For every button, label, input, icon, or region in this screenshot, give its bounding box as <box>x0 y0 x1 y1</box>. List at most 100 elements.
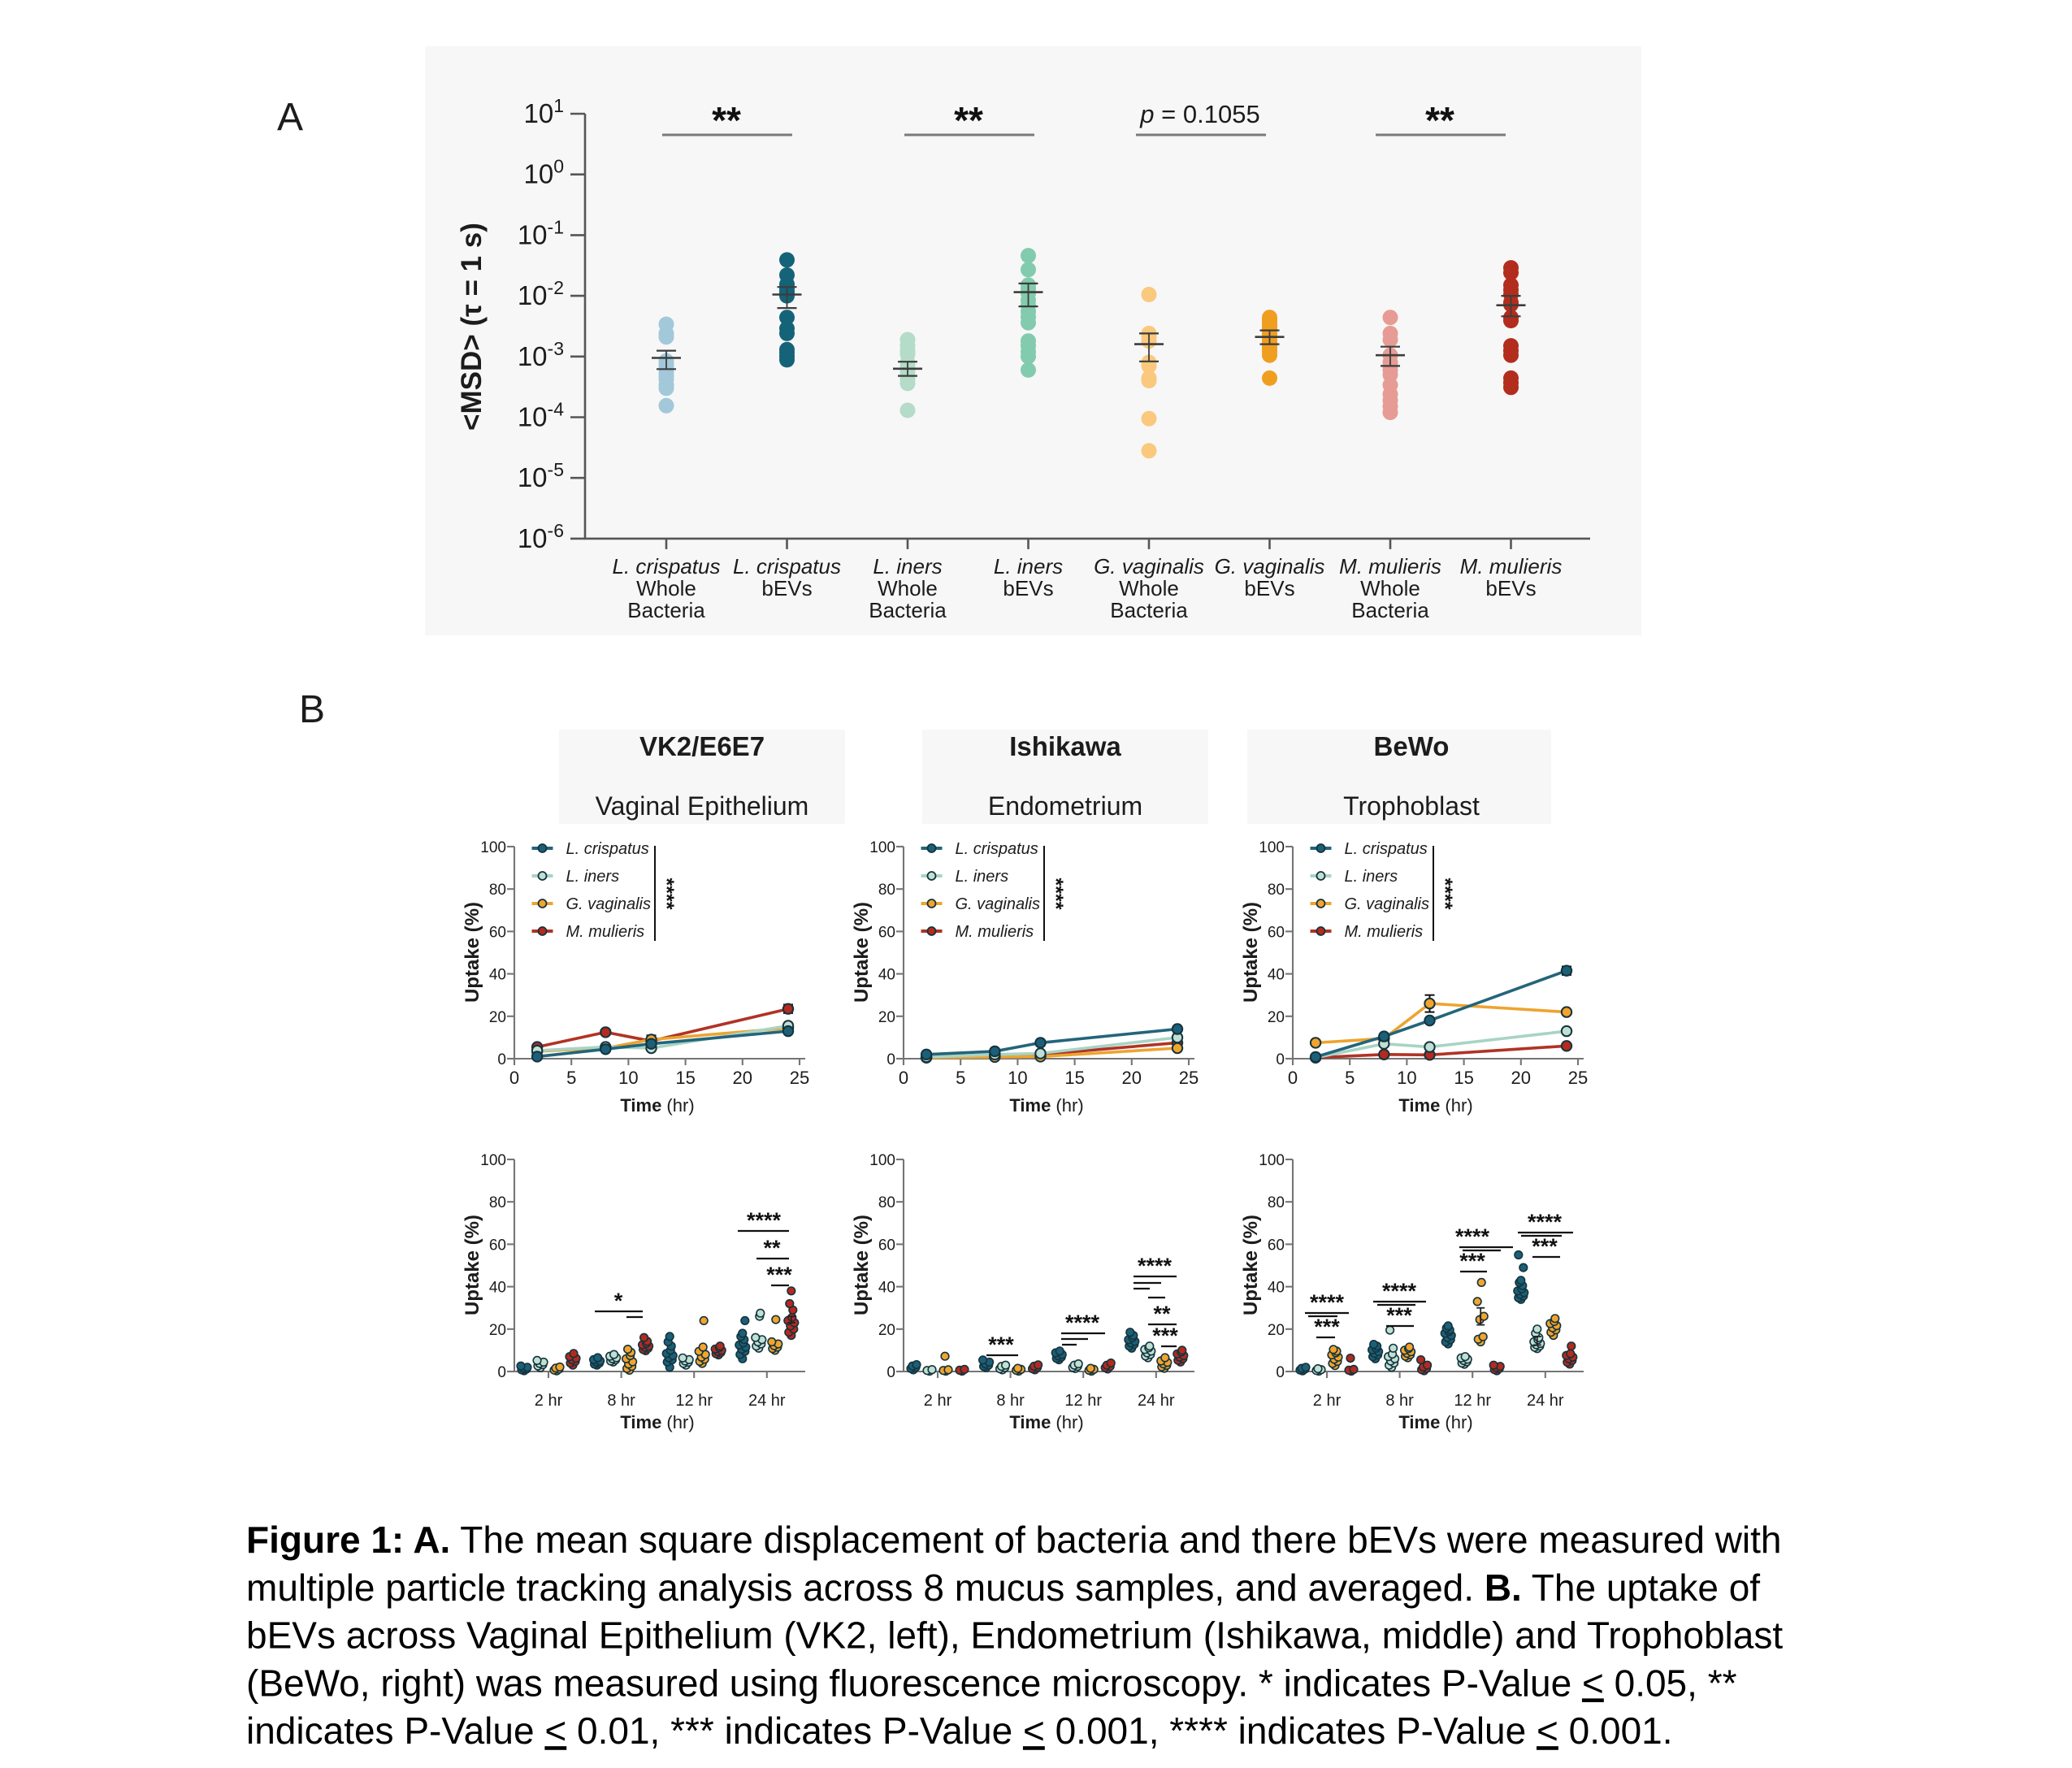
svg-text:10-2: 10-2 <box>518 277 564 310</box>
svg-text:****: **** <box>1310 1290 1345 1315</box>
svg-text:B: B <box>299 688 325 731</box>
svg-text:L. crispatus: L. crispatus <box>613 554 721 578</box>
svg-text:Uptake (%): Uptake (%) <box>462 902 483 1003</box>
svg-text:80: 80 <box>878 1194 895 1211</box>
svg-text:20: 20 <box>733 1068 752 1088</box>
svg-text:A: A <box>277 96 303 139</box>
svg-text:15: 15 <box>675 1068 695 1088</box>
svg-text:L. iners: L. iners <box>994 554 1063 578</box>
svg-text:80: 80 <box>1268 1194 1285 1211</box>
svg-text:10-6: 10-6 <box>518 520 564 553</box>
svg-text:***: *** <box>1152 1324 1178 1348</box>
svg-text:60: 60 <box>878 1237 895 1254</box>
svg-text:0: 0 <box>1276 1364 1285 1381</box>
svg-text:20: 20 <box>489 1009 506 1026</box>
svg-text:20: 20 <box>1122 1068 1142 1088</box>
svg-text:40: 40 <box>1268 1280 1285 1297</box>
svg-text:L. crispatus: L. crispatus <box>733 554 841 578</box>
svg-text:60: 60 <box>878 924 895 941</box>
svg-text:****: **** <box>1044 878 1067 910</box>
svg-text:20: 20 <box>1511 1068 1531 1088</box>
svg-text:L. iners: L. iners <box>873 554 942 578</box>
svg-text:Uptake (%): Uptake (%) <box>851 902 873 1003</box>
svg-text:20: 20 <box>1268 1009 1285 1026</box>
svg-text:40: 40 <box>1268 967 1285 984</box>
svg-text:60: 60 <box>1268 924 1285 941</box>
svg-text:bEVs: bEVs <box>1485 576 1536 600</box>
svg-text:G. vaginalis: G. vaginalis <box>1215 554 1325 578</box>
svg-text:24 hr: 24 hr <box>1138 1392 1175 1410</box>
svg-text:101: 101 <box>523 95 564 128</box>
svg-text:Bacteria: Bacteria <box>1351 598 1429 622</box>
svg-text:M. mulieris: M. mulieris <box>1345 923 1424 941</box>
svg-text:24 hr: 24 hr <box>748 1392 786 1410</box>
svg-text:60: 60 <box>1268 1237 1285 1254</box>
svg-text:100: 100 <box>480 1152 506 1169</box>
svg-text:5: 5 <box>566 1068 576 1088</box>
svg-text:40: 40 <box>878 967 895 984</box>
svg-text:2 hr: 2 hr <box>1313 1392 1342 1410</box>
svg-text:8 hr: 8 hr <box>1385 1392 1414 1410</box>
svg-text:L. iners: L. iners <box>956 868 1009 886</box>
svg-text:**: ** <box>712 99 741 141</box>
svg-text:Time (hr): Time (hr) <box>1398 1412 1472 1432</box>
svg-text:Uptake (%): Uptake (%) <box>1240 1215 1262 1315</box>
svg-text:*: * <box>614 1289 623 1313</box>
svg-text:12 hr: 12 hr <box>1454 1392 1491 1410</box>
svg-text:Trophoblast: Trophoblast <box>1343 791 1480 821</box>
svg-text:G. vaginalis: G. vaginalis <box>1345 895 1430 913</box>
svg-text:40: 40 <box>489 967 506 984</box>
svg-text:L. crispatus: L. crispatus <box>1345 840 1428 858</box>
svg-text:***: *** <box>1532 1234 1558 1259</box>
svg-text:p = 0.1055: p = 0.1055 <box>1139 100 1259 128</box>
svg-text:M. mulieris: M. mulieris <box>566 923 645 941</box>
svg-text:15: 15 <box>1454 1068 1473 1088</box>
svg-text:12 hr: 12 hr <box>675 1392 713 1410</box>
svg-text:60: 60 <box>489 924 506 941</box>
svg-text:5: 5 <box>956 1068 965 1088</box>
svg-text:80: 80 <box>878 882 895 899</box>
svg-text:bEVs: bEVs <box>1003 576 1053 600</box>
svg-text:VK2/E6E7: VK2/E6E7 <box>639 731 765 761</box>
svg-text:M. mulieris: M. mulieris <box>1460 554 1563 578</box>
svg-text:L. iners: L. iners <box>566 868 620 886</box>
svg-text:Whole: Whole <box>878 576 938 600</box>
svg-text:Ishikawa: Ishikawa <box>1009 731 1121 761</box>
svg-text:20: 20 <box>878 1322 895 1339</box>
svg-text:****: **** <box>747 1208 782 1233</box>
svg-text:0: 0 <box>886 1364 895 1381</box>
svg-text:Bacteria: Bacteria <box>627 598 705 622</box>
svg-text:20: 20 <box>1268 1322 1285 1339</box>
svg-text:Whole: Whole <box>1360 576 1420 600</box>
svg-text:Time (hr): Time (hr) <box>620 1412 694 1432</box>
svg-text:10-1: 10-1 <box>518 216 564 249</box>
svg-text:Uptake (%): Uptake (%) <box>462 1215 483 1315</box>
svg-text:bEVs: bEVs <box>1244 576 1294 600</box>
svg-text:100: 100 <box>869 1152 895 1169</box>
svg-text:20: 20 <box>878 1009 895 1026</box>
svg-text:***: *** <box>1459 1249 1485 1273</box>
svg-text:(BeWo, right) was measured usi: (BeWo, right) was measured using fluores… <box>246 1662 1737 1704</box>
svg-text:Uptake (%): Uptake (%) <box>851 1215 873 1315</box>
svg-text:25: 25 <box>790 1068 809 1088</box>
svg-text:Bacteria: Bacteria <box>869 598 947 622</box>
svg-text:40: 40 <box>489 1280 506 1297</box>
svg-text:****: **** <box>1138 1254 1173 1278</box>
svg-text:80: 80 <box>1268 882 1285 899</box>
svg-text:25: 25 <box>1568 1068 1588 1088</box>
svg-text:****: **** <box>1433 878 1456 910</box>
svg-text:Time (hr): Time (hr) <box>1009 1095 1083 1116</box>
svg-text:**: ** <box>1425 99 1454 141</box>
svg-text:8 hr: 8 hr <box>607 1392 635 1410</box>
svg-text:8 hr: 8 hr <box>996 1392 1025 1410</box>
svg-text:BeWo: BeWo <box>1374 731 1450 761</box>
svg-text:***: *** <box>766 1263 792 1287</box>
svg-text:**: ** <box>954 99 983 141</box>
svg-text:10-5: 10-5 <box>518 459 564 492</box>
svg-text:bEVs: bEVs <box>761 576 812 600</box>
svg-text:Figure 1: A. The mean square d: Figure 1: A. The mean square displacemen… <box>246 1519 1782 1561</box>
svg-text:M. mulieris: M. mulieris <box>956 923 1034 941</box>
svg-text:0: 0 <box>497 1364 506 1381</box>
svg-text:0: 0 <box>1276 1051 1285 1068</box>
svg-text:****: **** <box>1382 1279 1417 1303</box>
